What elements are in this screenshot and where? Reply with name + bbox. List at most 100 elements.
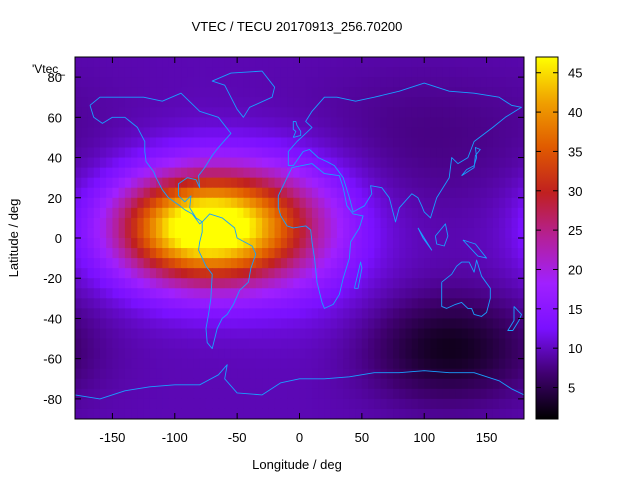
- heat-cell: [368, 348, 375, 360]
- heat-cell: [274, 167, 282, 179]
- heat-cell: [374, 238, 382, 249]
- y-tick-label: 60: [48, 110, 62, 125]
- heat-cell: [368, 278, 375, 289]
- heat-cell: [336, 268, 344, 279]
- heat-cell: [280, 87, 288, 98]
- heat-cell: [81, 97, 89, 108]
- heat-cell: [168, 137, 176, 149]
- heat-cell: [299, 278, 307, 289]
- heat-cell: [417, 97, 425, 108]
- heat-cell: [318, 388, 326, 400]
- heat-cell: [87, 127, 95, 139]
- heat-cell: [212, 97, 220, 108]
- heat-cell: [305, 358, 313, 370]
- heat-cell: [174, 338, 182, 350]
- heat-cell: [374, 388, 382, 400]
- heat-cell: [361, 57, 369, 68]
- heat-cell: [156, 358, 163, 370]
- heat-cell: [124, 318, 132, 330]
- heat-cell: [75, 197, 82, 209]
- heat-cell: [399, 167, 407, 179]
- heat-cell: [249, 248, 257, 259]
- heat-cell: [455, 348, 463, 360]
- heat-cell: [199, 408, 207, 419]
- heat-cell: [368, 368, 375, 380]
- heat-cell: [393, 238, 400, 249]
- heat-cell: [255, 87, 263, 98]
- heat-cell: [330, 238, 338, 249]
- heat-cell: [237, 278, 244, 289]
- heat-cell: [193, 298, 201, 309]
- heat-cell: [293, 268, 301, 279]
- heat-cell: [399, 177, 407, 189]
- heat-cell: [411, 207, 419, 219]
- heat-cell: [212, 127, 220, 139]
- heat-cell: [311, 248, 319, 259]
- heat-cell: [330, 358, 338, 370]
- heat-cell: [349, 308, 357, 320]
- heat-cell: [249, 338, 257, 350]
- heat-cell: [449, 117, 457, 128]
- heat-cell: [374, 57, 382, 68]
- heat-cell: [492, 348, 500, 360]
- heat-cell: [305, 157, 313, 169]
- heat-cell: [480, 97, 488, 108]
- heat-cell: [430, 117, 438, 128]
- heat-cell: [349, 177, 357, 189]
- heat-cell: [162, 57, 170, 68]
- heat-cell: [424, 217, 432, 229]
- heat-cell: [162, 167, 170, 179]
- heat-cell: [193, 207, 201, 219]
- heat-cell: [467, 238, 475, 249]
- heat-cell: [118, 197, 126, 209]
- heat-cell: [474, 248, 481, 259]
- heat-cell: [230, 298, 238, 309]
- heat-cell: [305, 248, 313, 259]
- heat-cell: [499, 167, 506, 179]
- heat-cell: [417, 167, 425, 179]
- heat-cell: [106, 258, 114, 269]
- heat-cell: [106, 298, 114, 309]
- heat-cell: [106, 87, 114, 98]
- heat-cell: [81, 197, 89, 209]
- heat-cell: [311, 268, 319, 279]
- heat-cell: [205, 147, 213, 159]
- heat-cell: [193, 177, 201, 189]
- heat-cell: [417, 57, 425, 68]
- heat-cell: [486, 298, 494, 309]
- heat-cell: [455, 338, 463, 350]
- heat-cell: [131, 167, 138, 179]
- heat-cell: [99, 388, 107, 400]
- heat-cell: [224, 177, 232, 189]
- heat-cell: [93, 318, 101, 330]
- heat-cell: [511, 57, 519, 68]
- heat-cell: [149, 77, 157, 88]
- heat-cell: [268, 117, 276, 128]
- heat-cell: [324, 308, 332, 320]
- heat-cell: [318, 368, 326, 380]
- heat-cell: [230, 97, 238, 108]
- heat-cell: [75, 137, 82, 149]
- heat-cell: [218, 77, 226, 88]
- heat-cell: [106, 57, 114, 68]
- heat-cell: [355, 408, 363, 419]
- heat-cell: [118, 268, 126, 279]
- heat-cell: [274, 177, 282, 189]
- heat-cell: [505, 308, 513, 320]
- heat-cell: [162, 388, 170, 400]
- heat-cell: [162, 157, 170, 169]
- heat-cell: [212, 167, 220, 179]
- heat-cell: [199, 137, 207, 149]
- heat-cell: [505, 338, 513, 350]
- heat-cell: [112, 268, 120, 279]
- heat-cell: [137, 238, 145, 249]
- heat-cell: [330, 328, 338, 340]
- heat-cell: [449, 187, 457, 199]
- heat-cell: [106, 177, 114, 189]
- heat-cell: [81, 217, 89, 229]
- heat-cell: [143, 177, 151, 189]
- heat-cell: [411, 378, 419, 390]
- heat-cell: [243, 408, 251, 419]
- heat-cell: [324, 107, 332, 118]
- heat-cell: [411, 318, 419, 330]
